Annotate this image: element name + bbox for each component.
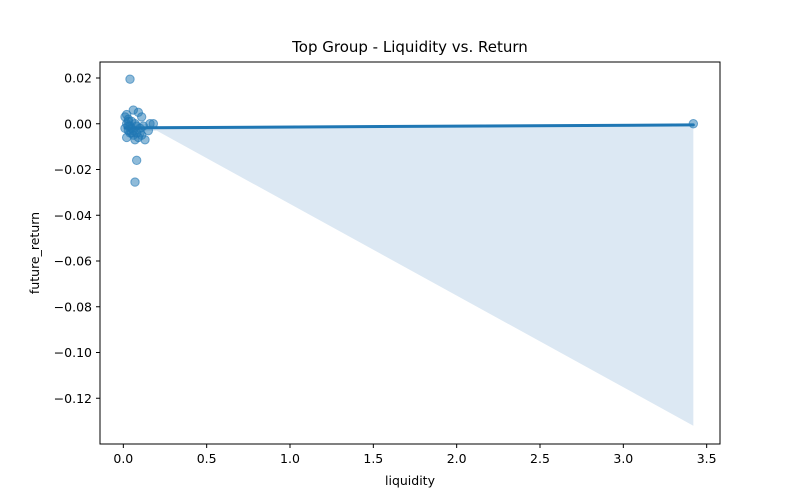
scatter-point [140, 135, 150, 145]
y-tick-label: 0.02 [64, 71, 92, 86]
confidence-band [125, 120, 694, 426]
y-tick-label: 0.00 [64, 116, 92, 131]
y-axis-ticks: 0.02 0.00 −0.02 −0.04 −0.06 −0.08 −0.10 −0.12 [54, 71, 100, 406]
y-tick-label: −0.02 [54, 162, 92, 177]
x-axis-ticks: 0.0 0.5 1.0 1.5 2.0 2.5 3.0 3.5 [113, 444, 717, 466]
scatter-point [123, 121, 134, 131]
y-axis-label: future_return [27, 212, 42, 294]
y-tick-label: −0.04 [54, 208, 92, 223]
y-tick-label: −0.08 [54, 299, 92, 314]
scatter-point [688, 119, 699, 129]
y-tick-label: −0.06 [54, 254, 92, 269]
scatter-point [136, 112, 147, 122]
x-tick-label: 3.5 [697, 451, 717, 466]
x-tick-label: 1.5 [363, 451, 383, 466]
axes [99, 61, 721, 445]
regression-line-layer [123, 123, 695, 130]
y-tick-label: −0.10 [54, 345, 92, 360]
x-tick-label: 3.0 [613, 451, 633, 466]
scatter-point [130, 177, 140, 187]
confidence-band-layer [125, 120, 694, 426]
plot-frame [99, 61, 721, 445]
x-tick-label: 2.0 [447, 451, 467, 466]
scatter-point [131, 155, 142, 166]
x-tick-label: 2.5 [530, 451, 550, 466]
y-tick-label: −0.12 [54, 391, 92, 406]
scatter-point [131, 128, 142, 138]
x-axis-label: liquidity [385, 473, 436, 488]
scatter-point [125, 74, 135, 84]
x-tick-label: 1.0 [280, 451, 300, 466]
regression-line [123, 123, 695, 130]
scatter-point [148, 119, 159, 129]
x-tick-label: 0.5 [197, 451, 217, 466]
chart-title: Top Group - Liquidity vs. Return [291, 38, 528, 56]
x-tick-label: 0.0 [113, 451, 133, 466]
scatter-points-layer [120, 74, 699, 187]
